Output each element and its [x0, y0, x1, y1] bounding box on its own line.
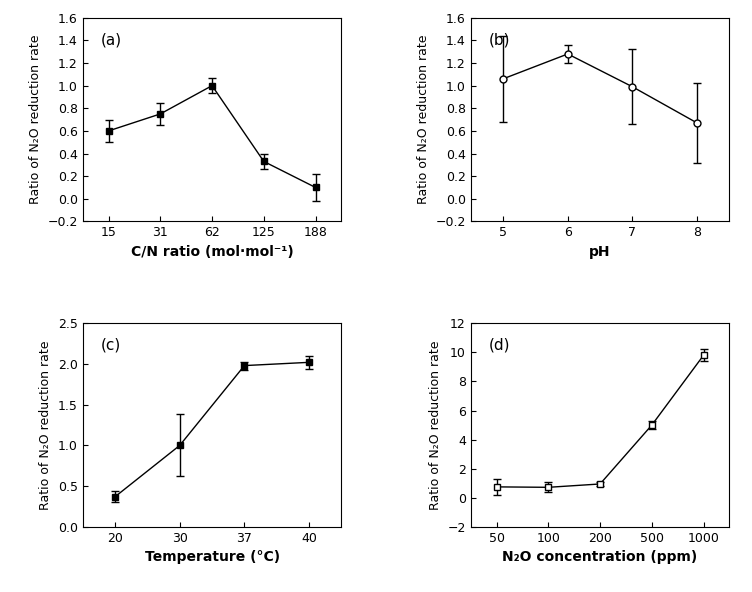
- Text: (b): (b): [489, 32, 511, 47]
- Text: (c): (c): [101, 337, 121, 352]
- X-axis label: C/N ratio (mol·mol⁻¹): C/N ratio (mol·mol⁻¹): [131, 245, 293, 259]
- Text: (d): (d): [489, 337, 511, 352]
- X-axis label: pH: pH: [590, 245, 611, 259]
- X-axis label: N₂O concentration (ppm): N₂O concentration (ppm): [502, 551, 698, 564]
- X-axis label: Temperature (°C): Temperature (°C): [144, 551, 280, 564]
- Text: (a): (a): [101, 32, 122, 47]
- Y-axis label: Ratio of N₂O reduction rate: Ratio of N₂O reduction rate: [429, 340, 442, 510]
- Y-axis label: Ratio of N₂O reduction rate: Ratio of N₂O reduction rate: [39, 340, 53, 510]
- Y-axis label: Ratio of N₂O reduction rate: Ratio of N₂O reduction rate: [29, 35, 42, 204]
- Y-axis label: Ratio of N₂O reduction rate: Ratio of N₂O reduction rate: [417, 35, 430, 204]
